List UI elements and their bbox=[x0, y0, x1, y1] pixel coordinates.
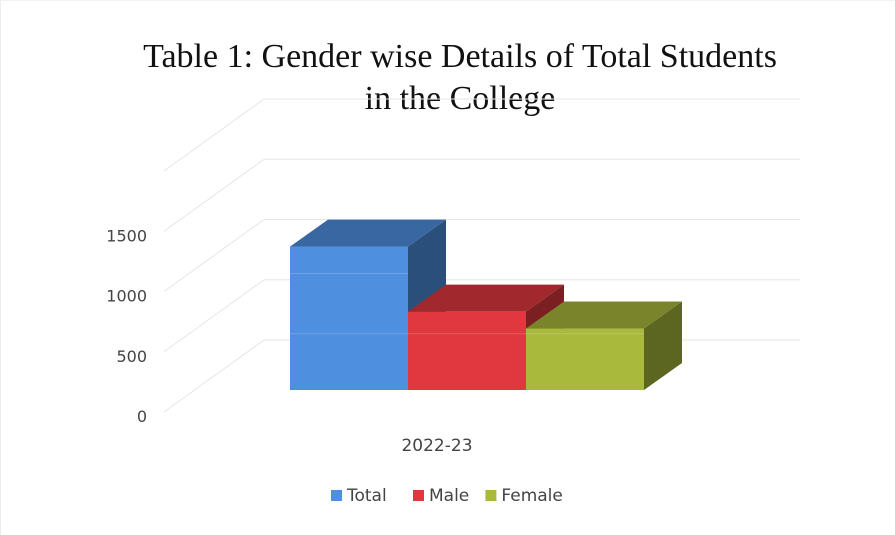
bar-female bbox=[526, 301, 682, 390]
legend-swatch bbox=[413, 490, 424, 501]
bar-front bbox=[526, 328, 644, 390]
bar-top bbox=[526, 301, 682, 329]
bar-top bbox=[290, 219, 446, 247]
legend-label: Male bbox=[429, 486, 469, 506]
y-tick-label: 0 bbox=[137, 407, 147, 426]
y-tick-label: 1000 bbox=[106, 287, 147, 306]
chart-title-line-1: Table 1: Gender wise Details of Total St… bbox=[143, 38, 777, 75]
chart-title: Table 1: Gender wise Details of Total St… bbox=[0, 36, 895, 120]
bar-top bbox=[408, 284, 564, 312]
legend-swatch bbox=[485, 490, 497, 501]
y-axis-ticks: 0 500 1000 1500 bbox=[106, 226, 147, 426]
gridline bbox=[163, 158, 800, 232]
legend-label: Female bbox=[501, 486, 562, 506]
bar-front bbox=[290, 246, 408, 390]
x-category-label: 2022-23 bbox=[401, 436, 472, 456]
x-axis-categories: 2022-23 bbox=[401, 436, 472, 456]
y-tick-label: 1500 bbox=[106, 226, 147, 245]
gridline bbox=[163, 98, 800, 172]
bar-layer bbox=[290, 219, 682, 390]
bar-front bbox=[408, 311, 526, 390]
legend-item-total: Total bbox=[331, 486, 387, 506]
bar-side bbox=[644, 301, 682, 390]
legend-item-male: Male bbox=[413, 486, 469, 506]
legend-item-female: Female bbox=[485, 486, 563, 506]
legend-label: Total bbox=[346, 486, 387, 506]
y-tick-label: 500 bbox=[116, 347, 147, 366]
legend-swatch bbox=[331, 490, 342, 501]
legend: Total Male Female bbox=[331, 486, 563, 506]
gridline bbox=[163, 219, 800, 292]
